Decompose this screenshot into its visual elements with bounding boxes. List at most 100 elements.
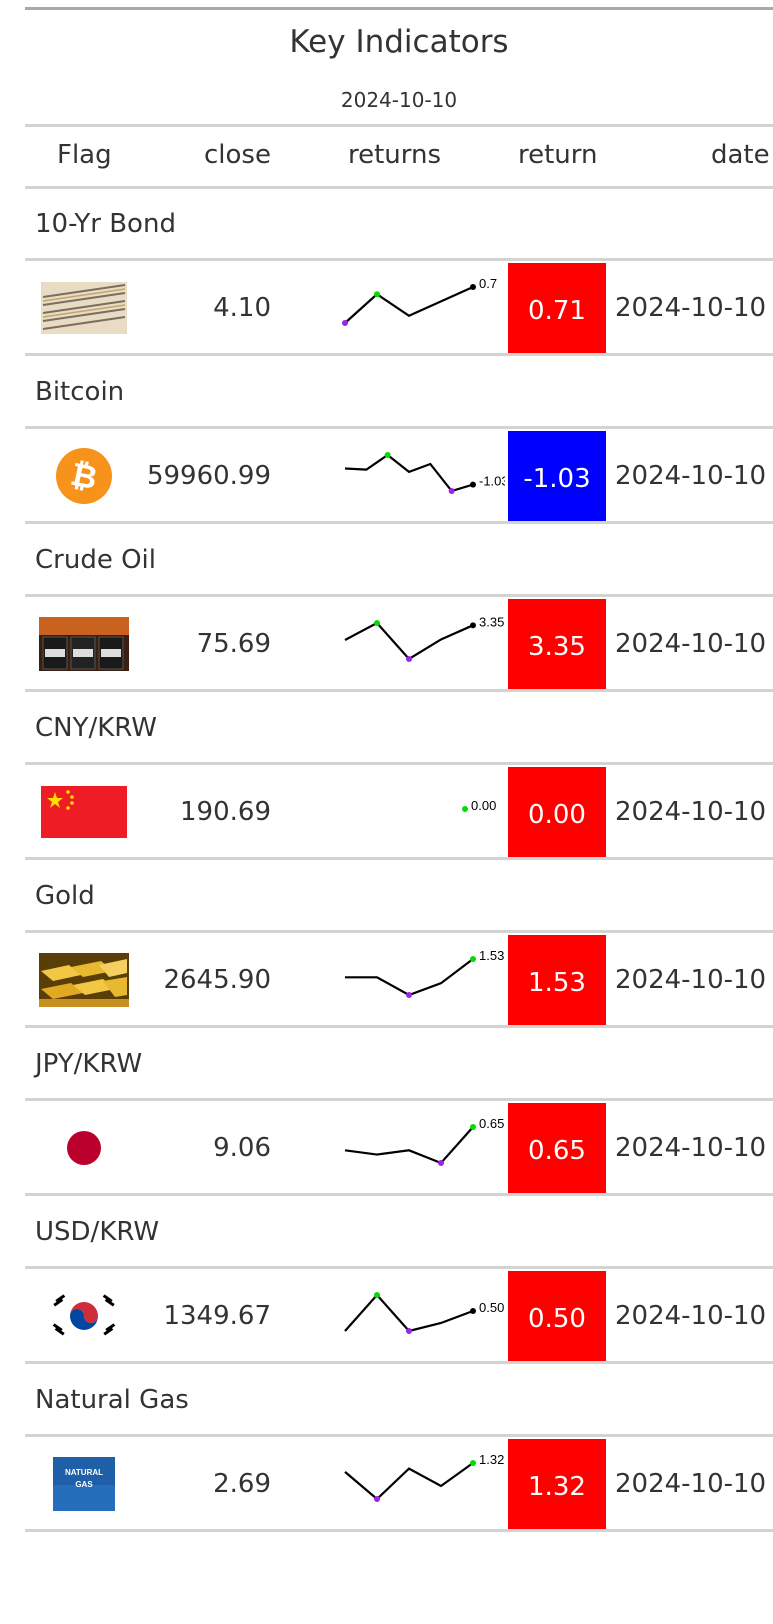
row-rule [25,1025,773,1028]
group-label: JPY/KRW [35,1049,143,1079]
row-rule [25,521,773,524]
sparkline-point [384,452,391,458]
returns-sparkline: 0.50 [315,1281,505,1341]
return-cell: -1.03 [508,431,606,523]
sparkline-label: 3.35 [479,614,504,629]
indicator-group: CNY/KRW 190.69 0.00 0.00 2024-10-10 [25,692,773,952]
table-subtitle: 2024-10-10 [340,88,458,112]
sparkline-point [374,291,380,298]
bitcoin-icon: ₿ [39,447,129,505]
close-value: 75.69 [196,629,271,659]
returns-sparkline: 1.53 [315,945,505,1005]
bond-paper-icon [39,279,129,337]
sparkline-path [344,1293,474,1333]
group-label: Crude Oil [35,545,156,575]
sparkline-path [344,453,474,493]
date-value: 2024-10-10 [615,797,767,827]
header-bottom-rule [25,186,773,189]
column-header-returns[interactable]: returns [348,140,442,170]
indicator-group: 10-Yr Bond 4.10 0.7 0.71 2024-10-10 [25,188,773,448]
sparkline-point [438,1160,444,1166]
row-rule [25,1361,773,1364]
returns-sparkline: 0.65 [315,1113,505,1173]
sparkline-label: 0.50 [479,1300,504,1315]
korea-flag-icon [39,1287,129,1345]
close-value: 2645.90 [163,965,271,995]
close-value: 9.06 [213,1133,271,1163]
sparkline-label: 0.65 [479,1116,504,1131]
sparkline-point [470,1124,476,1130]
group-rule [25,930,773,933]
sparkline-point [462,806,468,812]
group-rule [25,258,773,261]
date-value: 2024-10-10 [615,293,767,323]
sparkline-point [470,284,476,290]
table-row[interactable]: 1349.67 0.50 0.50 2024-10-10 [25,1271,773,1363]
group-label: USD/KRW [35,1217,160,1247]
sparkline-point [470,1460,476,1466]
column-header-flag[interactable]: Flag [57,140,112,170]
sparkline-label: 0.00 [471,798,496,813]
group-label: 10-Yr Bond [35,209,176,239]
returns-sparkline: -1.03 [315,441,509,501]
group-rule [25,1098,773,1101]
indicator-group: JPY/KRW 9.06 0.65 0.65 2024-10-10 [25,1028,773,1288]
return-cell: 0.00 [508,767,606,859]
return-cell: 1.32 [508,1439,606,1531]
date-value: 2024-10-10 [615,629,767,659]
indicator-group: USD/KRW 1349.67 0.50 0.50 2024-10-10 [25,1196,773,1456]
sparkline-point [374,1292,380,1298]
row-rule [25,1529,773,1532]
date-value: 2024-10-10 [615,965,767,995]
table-row[interactable]: ₿ 59960.99 -1.03-1.03 2024-10-10 [25,431,773,523]
sparkline-label: -1.03 [479,474,505,489]
date-value: 2024-10-10 [615,461,767,491]
table-row[interactable]: 9.06 0.65 0.65 2024-10-10 [25,1103,773,1195]
returns-sparkline: 0.7 [315,273,505,333]
sparkline-path [344,1126,474,1165]
gold-bars-icon [39,951,129,1009]
date-value: 2024-10-10 [615,1469,767,1499]
sparkline-label: 1.53 [479,948,504,963]
returns-sparkline: 3.35 [315,609,505,669]
return-cell: 3.35 [508,599,606,691]
sparkline-path [344,285,474,324]
group-rule [25,1266,773,1269]
indicator-group: Bitcoin ₿ 59960.99 -1.03-1.03 2024-10-10 [25,356,773,616]
column-header-close[interactable]: close [204,140,271,170]
column-header-return[interactable]: return [518,140,598,170]
sparkline-path [344,621,474,661]
return-cell: 0.71 [508,263,606,355]
sparkline-path [344,1462,474,1501]
return-cell: 1.53 [508,935,606,1027]
close-value: 2.69 [213,1469,271,1499]
table-row[interactable]: 190.69 0.00 0.00 2024-10-10 [25,767,773,859]
sparkline-point [470,481,476,488]
table-row[interactable]: NATURAL GAS 2.69 1.32 1.32 2024-10-10 [25,1439,773,1531]
table-row[interactable]: 4.10 0.7 0.71 2024-10-10 [25,263,773,355]
group-label: Bitcoin [35,377,125,407]
china-flag-icon [39,783,129,841]
group-label: Natural Gas [35,1385,189,1415]
natural-gas-label-2: GAS [75,1480,93,1489]
natural-gas-label-1: NATURAL [65,1468,103,1477]
table-row[interactable]: 75.69 3.35 3.35 2024-10-10 [25,599,773,691]
indicator-group: Gold 2645.90 1.53 1.53 2024-10-10 [25,860,773,1120]
sparkline-point [406,656,412,662]
sparkline-path [345,958,474,997]
group-label: CNY/KRW [35,713,158,743]
sparkline-point [470,622,476,629]
header-top-rule [25,124,773,127]
indicator-group: Natural Gas NATURAL GAS 2.69 1.32 1.32 2024-10… [25,1364,773,1624]
date-value: 2024-10-10 [615,1301,767,1331]
table-title: Key Indicators [289,24,509,60]
table-row[interactable]: 2645.90 1.53 1.53 2024-10-10 [25,935,773,1027]
sparkline-point [342,320,348,326]
group-rule [25,762,773,765]
return-cell: 0.50 [508,1271,606,1363]
top-rule [25,7,773,10]
sparkline-point [374,1496,380,1502]
close-value: 4.10 [213,293,271,323]
indicator-group: Crude Oil 75.69 3.35 3.35 2024-10-10 [25,524,773,784]
column-header-date[interactable]: date [711,140,770,170]
